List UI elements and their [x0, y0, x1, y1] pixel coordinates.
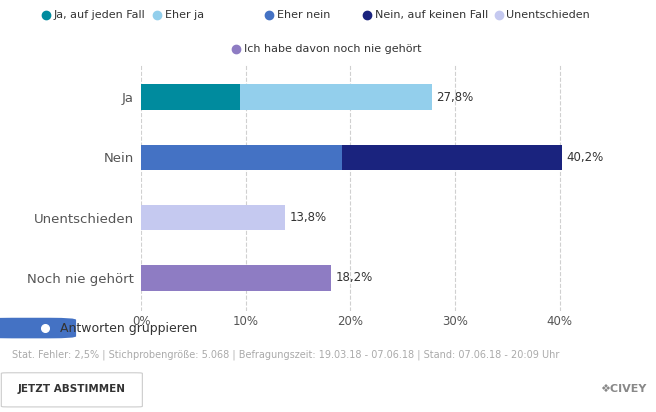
Text: 27,8%: 27,8% — [436, 91, 474, 103]
Text: Ich habe davon noch nie gehört: Ich habe davon noch nie gehört — [244, 44, 422, 54]
Bar — [141, 205, 285, 230]
Text: Antworten gruppieren: Antworten gruppieren — [60, 321, 197, 335]
Text: Eher ja: Eher ja — [165, 10, 205, 20]
Text: 13,8%: 13,8% — [290, 211, 327, 224]
Bar — [141, 145, 342, 170]
Bar — [141, 84, 241, 110]
FancyBboxPatch shape — [0, 318, 76, 338]
Text: Nein, auf keinen Fall: Nein, auf keinen Fall — [375, 10, 489, 20]
Text: Stat. Fehler: 2,5% | Stichprobengröße: 5.068 | Befragungszeit: 19.03.18 - 07.06.: Stat. Fehler: 2,5% | Stichprobengröße: 5… — [12, 350, 559, 360]
Text: 40,2%: 40,2% — [566, 151, 603, 164]
Text: Unentschieden: Unentschieden — [506, 10, 590, 20]
FancyBboxPatch shape — [1, 373, 142, 407]
Bar — [241, 84, 432, 110]
Text: JETZT ABSTIMMEN: JETZT ABSTIMMEN — [18, 384, 126, 394]
Text: Ja, auf jeden Fall: Ja, auf jeden Fall — [54, 10, 146, 20]
Text: 18,2%: 18,2% — [336, 272, 373, 284]
Text: ❖CIVEY: ❖CIVEY — [600, 384, 646, 394]
Text: Eher nein: Eher nein — [277, 10, 330, 20]
Bar — [342, 145, 562, 170]
Bar — [141, 265, 331, 290]
